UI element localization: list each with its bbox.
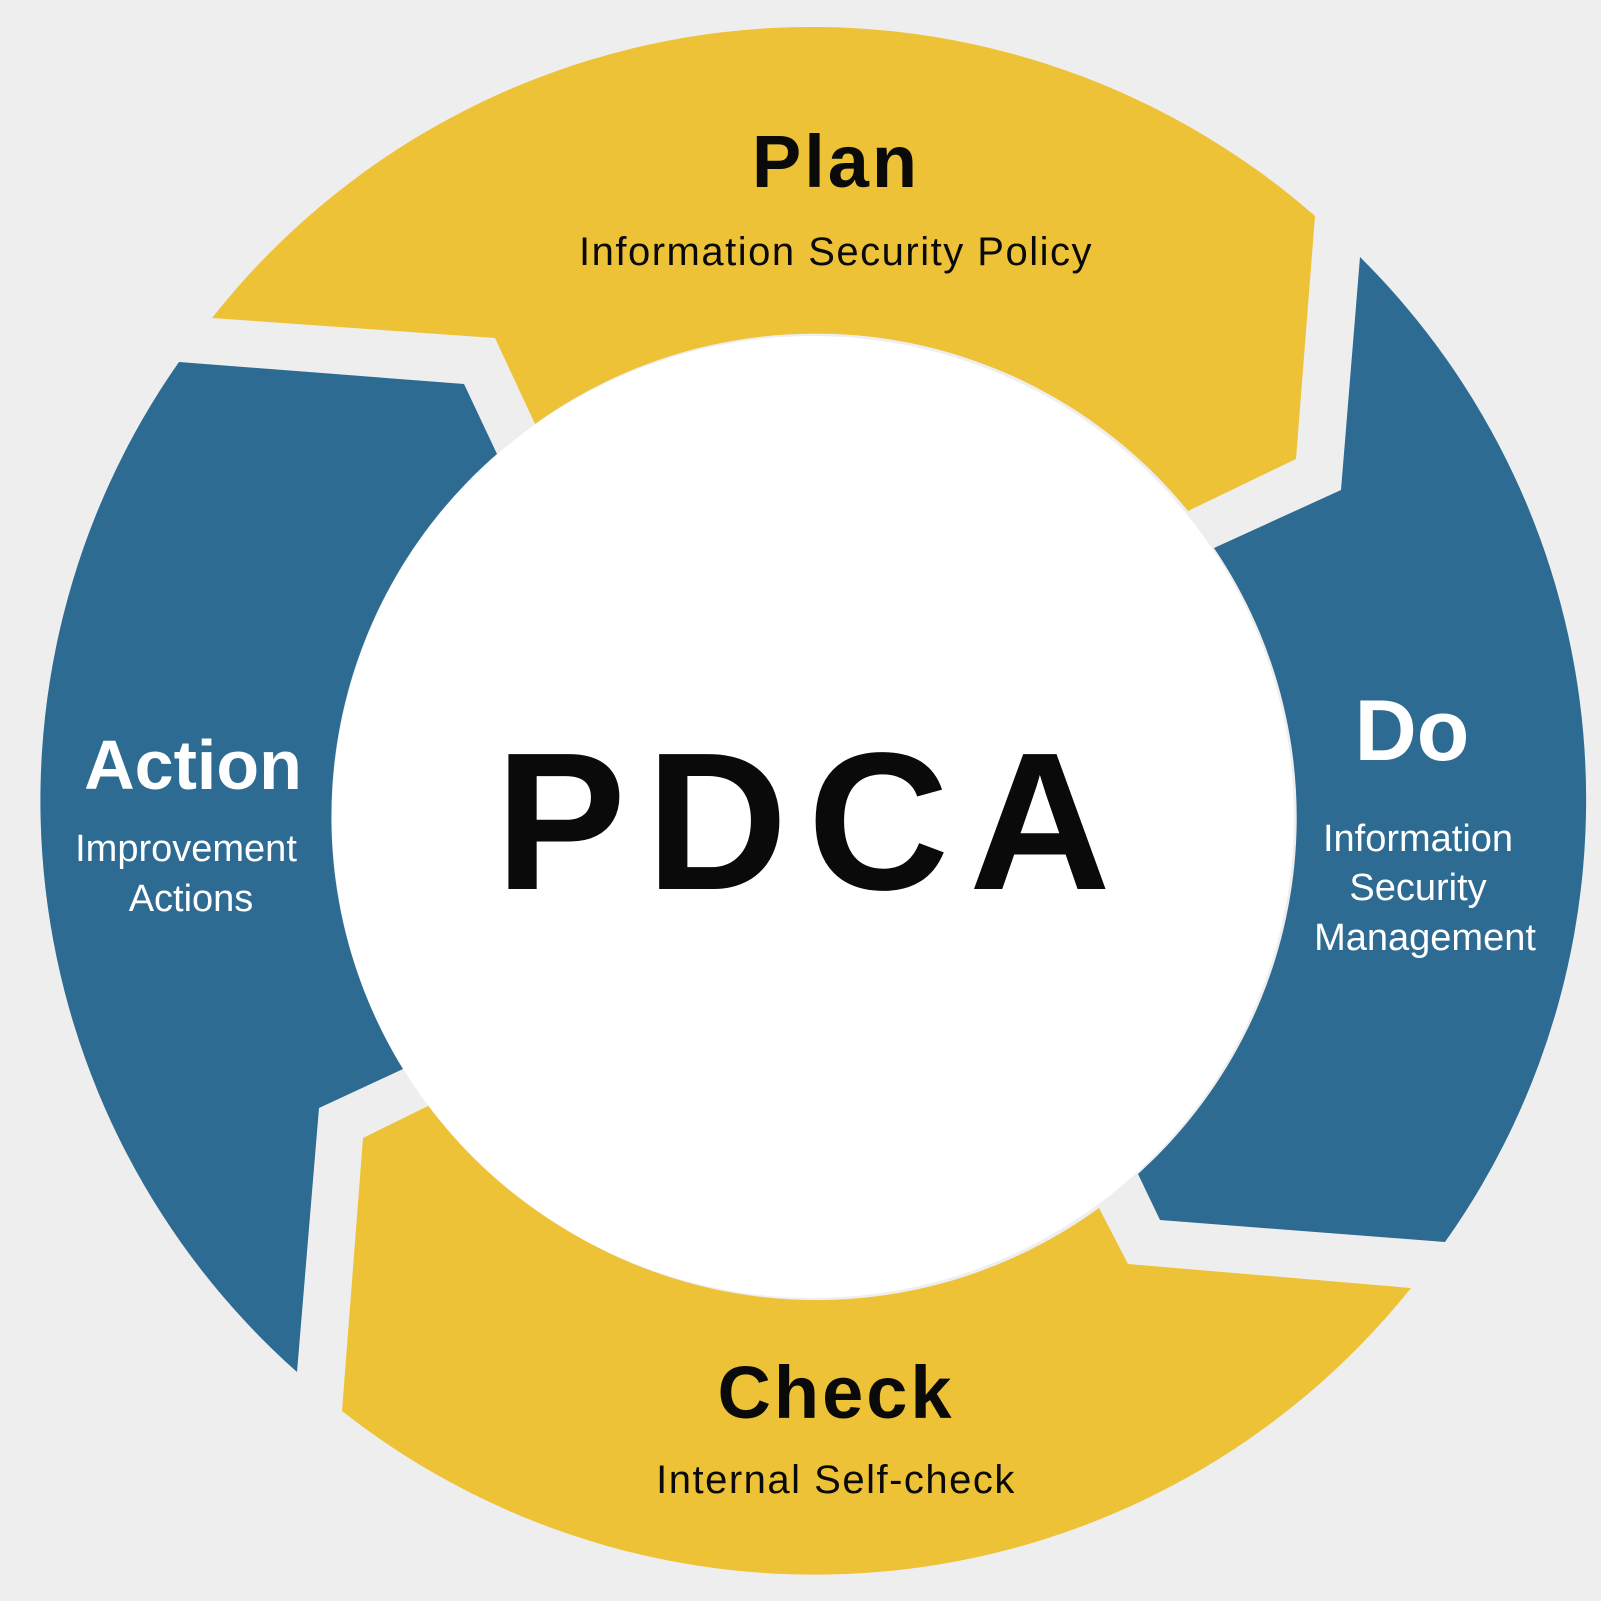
action-segment	[40, 362, 497, 1372]
plan-subtitle: Information Security Policy	[579, 230, 1093, 274]
do-subtitle-line-3: Management	[1314, 917, 1536, 959]
check-title: Check	[717, 1351, 954, 1434]
do-subtitle-line-2: Security	[1349, 867, 1486, 909]
action-subtitle-line-1: Improvement	[75, 828, 297, 870]
action-title: Action	[84, 726, 302, 804]
check-subtitle: Internal Self-check	[656, 1458, 1016, 1502]
do-subtitle-line-1: Information	[1323, 818, 1513, 860]
do-segment	[1138, 257, 1587, 1242]
center-circle	[332, 336, 1294, 1298]
plan-title: Plan	[752, 120, 920, 203]
plan-segment	[212, 27, 1315, 511]
do-title: Do	[1355, 683, 1470, 779]
action-subtitle-line-2: Actions	[129, 878, 254, 920]
center-label: PDCA	[495, 712, 1130, 931]
check-segment	[342, 1105, 1411, 1575]
